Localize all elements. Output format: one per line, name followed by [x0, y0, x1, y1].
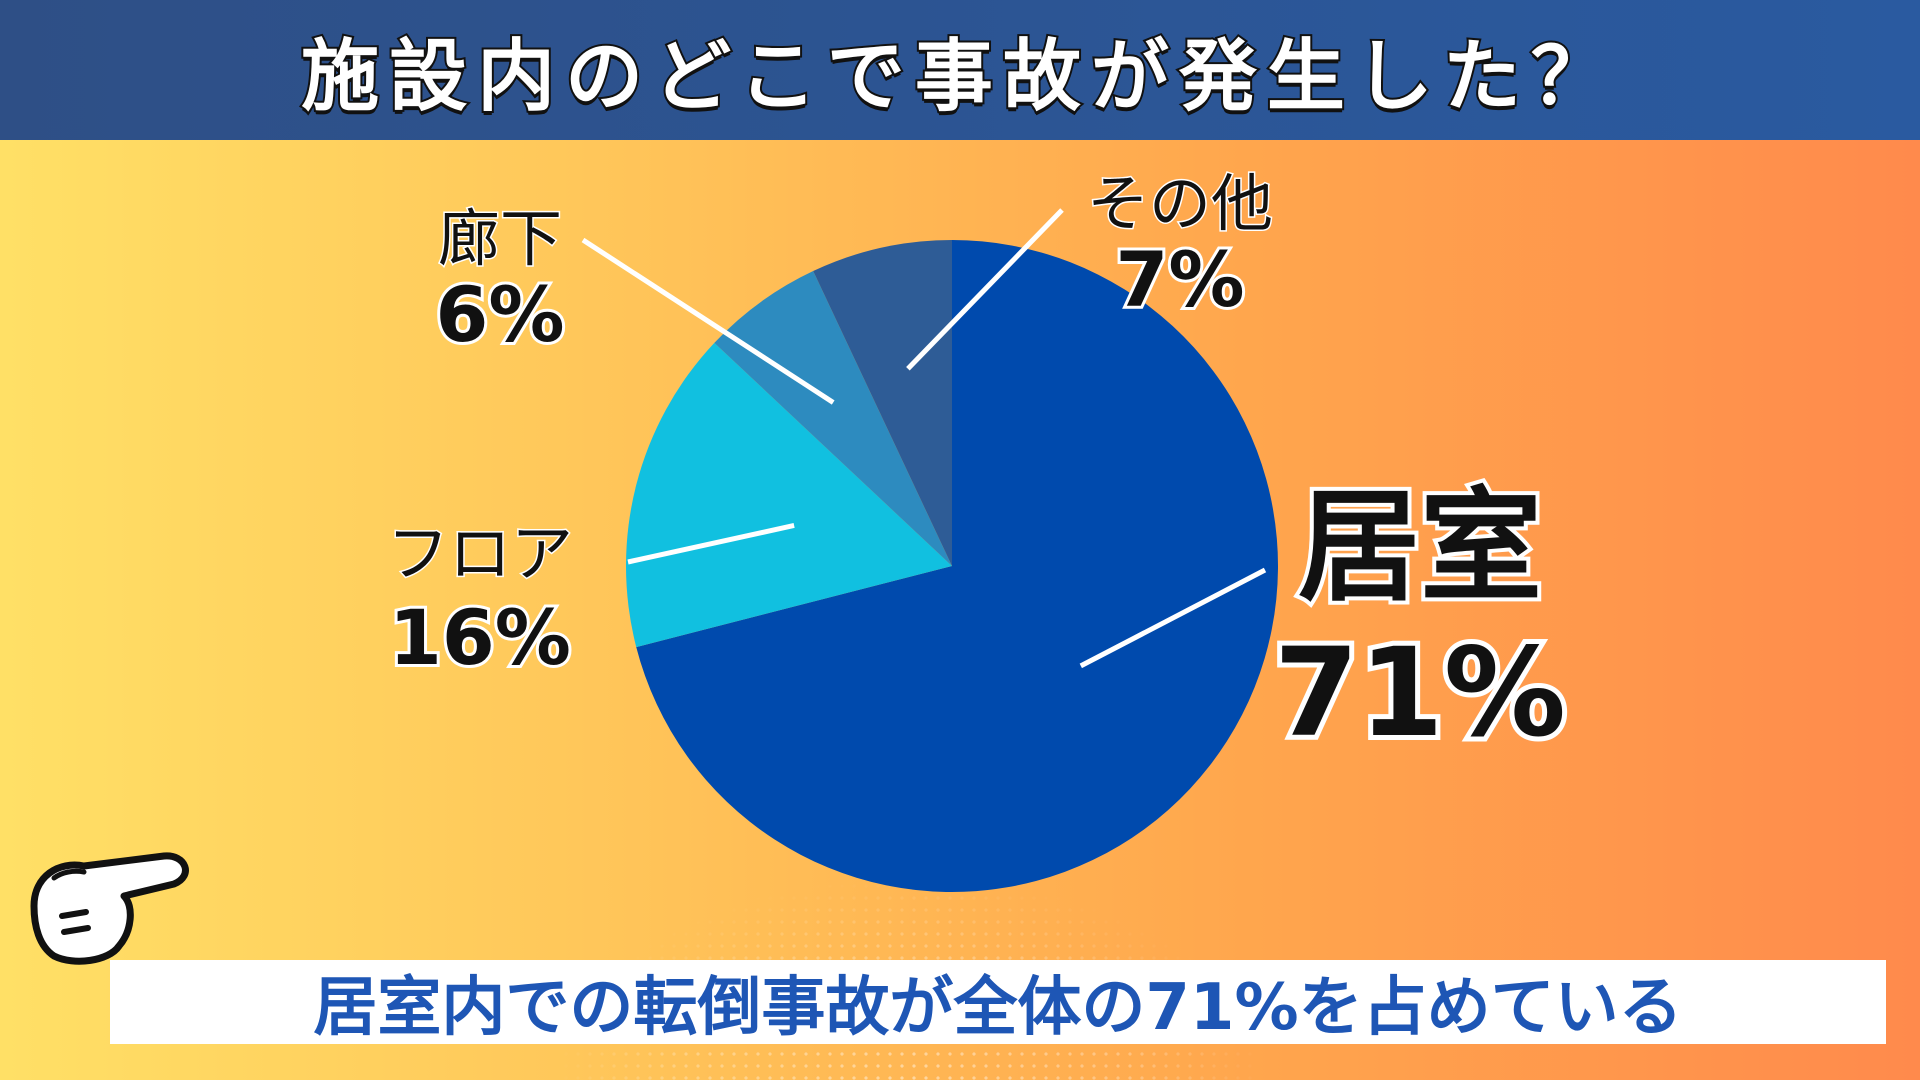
- leader-line-corridor: [581, 237, 835, 405]
- slice-label-other: その他 7%: [1050, 167, 1310, 325]
- pie-slice-floor: [626, 342, 952, 648]
- leader-line-other: [906, 208, 1064, 371]
- pointing-hand-icon: [30, 852, 189, 965]
- pie-slice-corridor: [714, 271, 952, 566]
- slice-category-other: その他: [1085, 167, 1274, 240]
- summary-banner: 居室内での転倒事故が全体の71%を占めている: [110, 960, 1886, 1045]
- pie-slice-room: [636, 240, 1279, 892]
- slice-percent-room: 71%: [1269, 621, 1571, 765]
- slice-category-corridor: 廊下: [436, 202, 563, 275]
- slice-label-room: 居室 71%: [1269, 476, 1571, 766]
- leader-line-floor: [627, 523, 795, 565]
- summary-text: 居室内での転倒事故が全体の71%を占めている: [313, 971, 1683, 1045]
- pie-slices: [626, 240, 1279, 892]
- slice-percent-floor: 16%: [386, 593, 574, 683]
- leader-line-room: [1079, 567, 1267, 669]
- pie-slice-other: [813, 240, 952, 566]
- slice-label-corridor: 廊下 6%: [400, 202, 600, 360]
- leader-lines: [581, 208, 1267, 669]
- slice-category-floor: フロア: [385, 517, 574, 590]
- slice-category-room: 居室: [1294, 476, 1546, 618]
- header-bar: 施設内のどこで事故が発生した？: [0, 0, 1920, 140]
- slice-percent-corridor: 6%: [432, 270, 567, 360]
- page-title: 施設内のどこで事故が発生した？: [299, 30, 1619, 124]
- slice-label-floor: フロア 16%: [340, 517, 620, 683]
- slice-percent-other: 7%: [1112, 235, 1247, 325]
